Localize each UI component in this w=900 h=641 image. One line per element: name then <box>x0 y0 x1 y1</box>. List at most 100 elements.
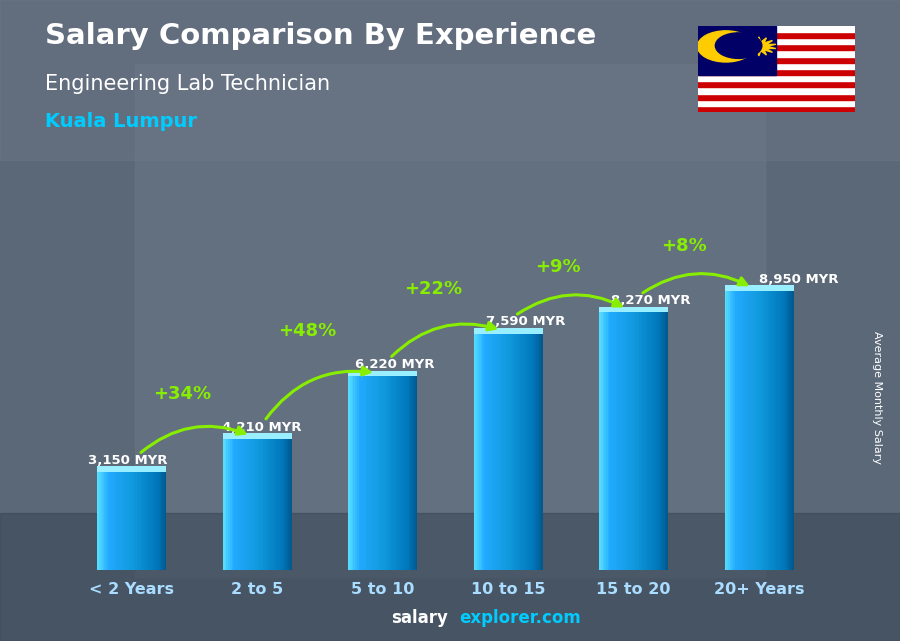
Bar <box>116 472 118 570</box>
Bar <box>734 291 735 570</box>
Bar <box>388 376 390 570</box>
Bar <box>120 472 122 570</box>
Bar <box>520 333 522 570</box>
Bar <box>475 333 477 570</box>
Bar <box>785 291 787 570</box>
Bar <box>228 439 230 570</box>
Bar <box>760 291 762 570</box>
Bar <box>376 376 378 570</box>
Bar <box>163 472 165 570</box>
Bar <box>541 333 543 570</box>
Bar <box>645 312 647 570</box>
Bar <box>512 333 513 570</box>
Bar <box>503 333 505 570</box>
Text: +34%: +34% <box>153 385 211 403</box>
Bar <box>643 312 644 570</box>
Bar <box>271 439 273 570</box>
Bar <box>97 467 166 472</box>
Bar <box>603 312 604 570</box>
Bar <box>395 376 397 570</box>
Bar <box>637 312 639 570</box>
Bar <box>254 439 256 570</box>
Bar <box>405 376 407 570</box>
Text: 4,210 MYR: 4,210 MYR <box>222 420 302 434</box>
Text: Average Monthly Salary: Average Monthly Salary <box>872 331 883 464</box>
Bar <box>246 439 247 570</box>
Bar <box>781 291 783 570</box>
Bar <box>625 312 626 570</box>
Bar <box>735 291 736 570</box>
Bar <box>125 472 127 570</box>
Bar <box>144 472 146 570</box>
Bar <box>787 291 788 570</box>
Bar <box>257 439 259 570</box>
Bar <box>392 376 393 570</box>
Bar <box>403 376 405 570</box>
Text: 3,150 MYR: 3,150 MYR <box>88 454 167 467</box>
Text: Engineering Lab Technician: Engineering Lab Technician <box>45 74 330 94</box>
Bar <box>698 26 855 32</box>
Bar <box>101 472 103 570</box>
Bar <box>500 333 501 570</box>
Bar <box>273 439 274 570</box>
Bar <box>359 376 360 570</box>
Bar <box>114 472 116 570</box>
Bar <box>745 291 747 570</box>
Bar <box>409 376 410 570</box>
Bar <box>382 376 384 570</box>
Bar <box>110 472 112 570</box>
Bar <box>378 376 379 570</box>
Bar <box>238 439 240 570</box>
Bar <box>654 312 656 570</box>
Bar <box>616 312 618 570</box>
Bar <box>158 472 159 570</box>
Bar <box>223 433 292 439</box>
Bar <box>537 333 539 570</box>
Bar <box>494 333 496 570</box>
Bar <box>515 333 517 570</box>
Bar <box>698 87 855 94</box>
Bar <box>510 333 512 570</box>
Bar <box>284 439 285 570</box>
Bar <box>634 312 635 570</box>
Bar <box>698 56 855 63</box>
Bar <box>153 472 155 570</box>
Circle shape <box>716 33 762 58</box>
Bar <box>0 513 900 641</box>
Bar <box>790 291 792 570</box>
Bar <box>663 312 665 570</box>
Bar <box>132 472 134 570</box>
Bar <box>764 291 766 570</box>
Bar <box>624 312 625 570</box>
Bar <box>660 312 661 570</box>
Bar <box>532 333 534 570</box>
Bar <box>481 333 482 570</box>
Text: 7,590 MYR: 7,590 MYR <box>486 315 565 328</box>
Bar <box>156 472 158 570</box>
Text: +9%: +9% <box>536 258 581 276</box>
Bar <box>698 81 855 87</box>
Bar <box>698 51 855 56</box>
Bar <box>371 376 373 570</box>
Bar <box>486 333 488 570</box>
Bar <box>742 291 743 570</box>
Text: +22%: +22% <box>404 279 462 297</box>
Bar <box>374 376 376 570</box>
Bar <box>473 333 475 570</box>
Bar <box>507 333 508 570</box>
Bar <box>384 376 386 570</box>
Bar <box>658 312 660 570</box>
Bar <box>601 312 603 570</box>
Bar <box>252 439 254 570</box>
Bar <box>261 439 263 570</box>
Bar <box>632 312 634 570</box>
Bar <box>112 472 113 570</box>
Bar <box>401 376 403 570</box>
Bar <box>620 312 622 570</box>
Bar <box>757 291 759 570</box>
Bar <box>354 376 356 570</box>
Bar <box>599 306 668 312</box>
Bar <box>134 472 135 570</box>
Bar <box>256 439 257 570</box>
Bar <box>412 376 414 570</box>
